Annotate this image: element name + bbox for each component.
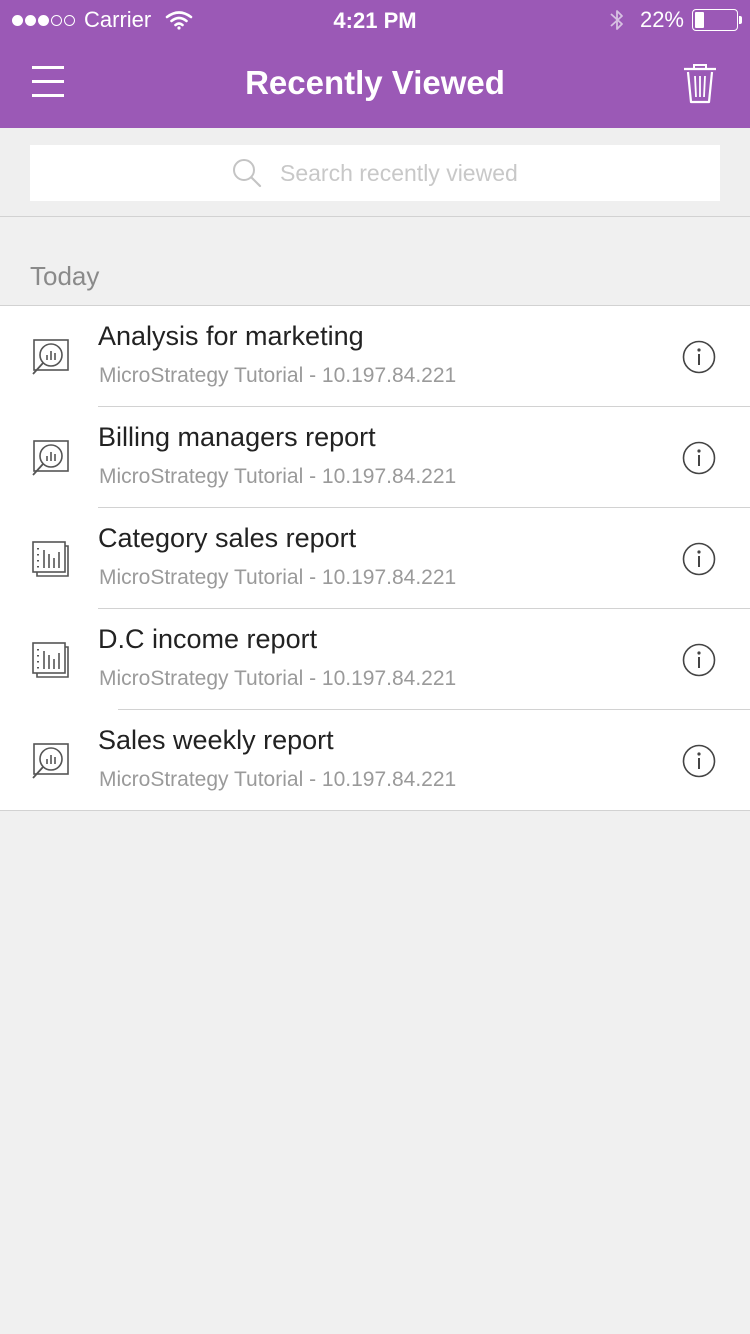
navigation-bar: Carrier 4:21 PM 22% Recently Viewed bbox=[0, 0, 750, 128]
item-subtitle: MicroStrategy Tutorial - 10.197.84.221 bbox=[99, 566, 457, 589]
row-separator bbox=[118, 709, 750, 710]
battery-percent: 22% bbox=[639, 7, 684, 32]
dashboard-analysis-icon bbox=[32, 339, 69, 375]
list-item[interactable]: Sales weekly report MicroStrategy Tutori… bbox=[0, 710, 750, 810]
section-header-today: Today bbox=[30, 261, 100, 291]
info-icon[interactable] bbox=[682, 441, 716, 475]
signal-dot-icon bbox=[12, 14, 23, 26]
list-item[interactable]: Analysis for marketing MicroStrategy Tut… bbox=[0, 306, 750, 406]
item-title: Analysis for marketing bbox=[98, 321, 364, 351]
wifi-icon bbox=[165, 11, 193, 30]
status-right: 22% bbox=[608, 7, 742, 32]
row-separator bbox=[98, 406, 750, 407]
item-subtitle: MicroStrategy Tutorial - 10.197.84.221 bbox=[99, 364, 457, 387]
page-title: Recently Viewed bbox=[245, 64, 505, 101]
hamburger-menu-icon bbox=[32, 94, 64, 97]
battery-level bbox=[695, 12, 704, 28]
item-title: Sales weekly report bbox=[98, 725, 334, 755]
info-icon[interactable] bbox=[682, 542, 716, 576]
status-time: 4:21 PM bbox=[333, 8, 417, 33]
dashboard-analysis-icon bbox=[32, 440, 69, 476]
item-subtitle: MicroStrategy Tutorial - 10.197.84.221 bbox=[99, 465, 457, 488]
info-icon[interactable] bbox=[682, 643, 716, 677]
item-title: Billing managers report bbox=[98, 422, 376, 452]
dashboard-analysis-icon bbox=[32, 743, 69, 779]
item-title: D.C income report bbox=[98, 624, 318, 654]
signal-dot-icon bbox=[38, 14, 49, 26]
status-bar: Carrier 4:21 PM 22% bbox=[0, 0, 750, 40]
row-separator bbox=[98, 507, 750, 508]
hamburger-menu-icon bbox=[32, 66, 64, 69]
grid-report-icon bbox=[32, 541, 69, 577]
signal-dot-icon bbox=[25, 14, 36, 26]
item-subtitle: MicroStrategy Tutorial - 10.197.84.221 bbox=[99, 667, 457, 690]
status-left: Carrier bbox=[12, 7, 193, 32]
signal-dot-icon bbox=[51, 14, 62, 26]
search-bar bbox=[0, 128, 750, 217]
recent-items-list: Analysis for marketing MicroStrategy Tut… bbox=[0, 305, 750, 811]
info-icon[interactable] bbox=[682, 744, 716, 778]
item-subtitle: MicroStrategy Tutorial - 10.197.84.221 bbox=[99, 768, 457, 791]
battery-cap bbox=[739, 16, 742, 24]
battery-icon bbox=[692, 9, 742, 31]
search-box[interactable] bbox=[30, 145, 720, 201]
carrier-name: Carrier bbox=[84, 7, 152, 32]
signal-dot-icon bbox=[64, 14, 75, 26]
list-item[interactable]: Category sales report MicroStrategy Tuto… bbox=[0, 508, 750, 608]
search-input[interactable] bbox=[280, 153, 700, 193]
row-separator bbox=[98, 608, 750, 609]
info-icon[interactable] bbox=[682, 340, 716, 374]
hamburger-menu-icon bbox=[32, 80, 64, 83]
list-item[interactable]: Billing managers report MicroStrategy Tu… bbox=[0, 407, 750, 507]
list-item[interactable]: D.C income report MicroStrategy Tutorial… bbox=[0, 609, 750, 709]
item-title: Category sales report bbox=[98, 523, 357, 553]
menu-button[interactable] bbox=[28, 62, 72, 104]
grid-report-icon bbox=[32, 642, 69, 678]
trash-icon[interactable] bbox=[682, 62, 718, 104]
search-icon bbox=[233, 159, 262, 188]
bluetooth-icon bbox=[610, 10, 623, 30]
